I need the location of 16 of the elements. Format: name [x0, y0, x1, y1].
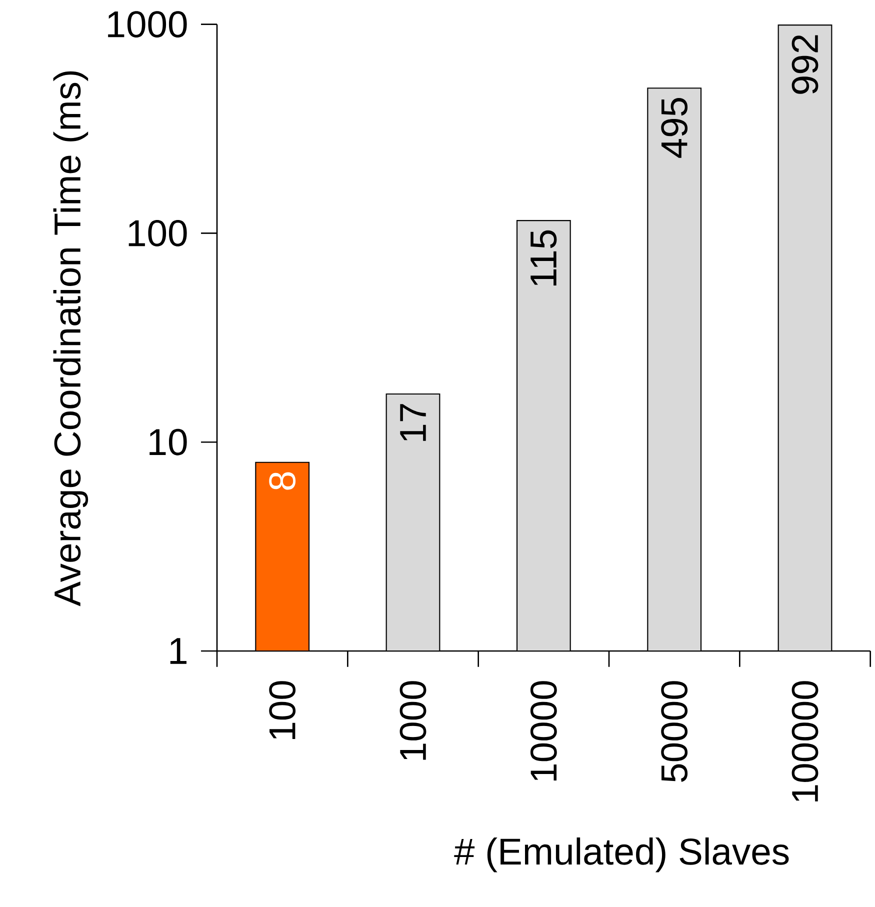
- x-tick-label: 10000: [530, 681, 557, 781]
- x-axis-title: # (Emulated) Slaves: [454, 837, 789, 872]
- y-tick-label: 100: [128, 220, 187, 246]
- y-tick-label: 1000: [108, 11, 187, 38]
- y-tick-label: 10: [150, 428, 187, 456]
- x-tick-label: 1000: [400, 681, 426, 760]
- data-label: 8: [269, 472, 296, 490]
- x-tick-label: 50000: [661, 681, 688, 782]
- y-axis-title: Average Coordination Time (ms): [53, 71, 88, 606]
- data-label: 115: [530, 230, 557, 286]
- data-label: 992: [792, 35, 818, 94]
- data-label: 17: [400, 404, 426, 441]
- x-tick-label: 100: [269, 681, 296, 740]
- data-label: 495: [661, 98, 688, 158]
- y-tick-label: 1: [170, 638, 186, 664]
- x-tick-label: 100000: [792, 681, 818, 802]
